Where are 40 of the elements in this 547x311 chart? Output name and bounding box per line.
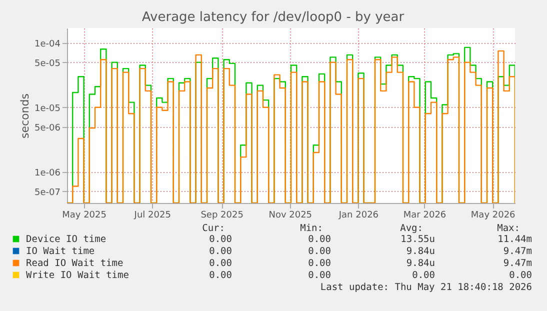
text: 0.00 xyxy=(308,234,332,245)
text: Last update: Thu May 21 18:40:18 2026 xyxy=(320,282,532,293)
text: 13.55u xyxy=(400,234,435,245)
text: 0.00 xyxy=(308,258,332,269)
text: 0.00 xyxy=(209,234,232,245)
text: Min: xyxy=(300,223,323,234)
text: 11.44m xyxy=(498,234,532,245)
text: 0.00 xyxy=(209,258,232,269)
y-tick-label: 1e-06 xyxy=(34,168,61,178)
x-tick-label: Mar 2026 xyxy=(403,210,446,220)
text: 0.00 xyxy=(209,270,232,281)
x-tick-label: Sep 2025 xyxy=(200,210,244,220)
x-tick-label: Jul 2025 xyxy=(133,210,171,220)
text: 0.00 xyxy=(209,246,232,257)
y-tick-label: 5e-06 xyxy=(34,123,61,134)
text: 9.47m xyxy=(503,246,532,257)
y-axis-title: seconds xyxy=(18,93,32,138)
chart-title: Average latency for /dev/loop0 - by year xyxy=(142,10,405,25)
y-tick-label: 1e-04 xyxy=(34,39,61,50)
x-tick-label: May 2026 xyxy=(470,210,516,220)
text: 9.84u xyxy=(406,246,435,257)
x-tick-label: May 2025 xyxy=(62,210,106,220)
text: 0.00 xyxy=(509,270,532,281)
text: Avg: xyxy=(400,223,423,234)
legend-label: Write IO Wait time xyxy=(26,270,130,281)
y-tick-label: 1e-05 xyxy=(34,104,60,114)
legend-label: Device IO time xyxy=(26,234,106,245)
text: 9.47m xyxy=(503,258,532,269)
y-tick-label: 5e-07 xyxy=(34,188,60,198)
text: Max: xyxy=(497,223,520,234)
text: 9.84u xyxy=(406,258,435,269)
legend-label: Read IO Wait time xyxy=(26,258,124,269)
legend-label: IO Wait time xyxy=(26,246,95,257)
text: Cur: xyxy=(202,223,225,234)
text: 0.00 xyxy=(308,246,332,257)
text: 0.00 xyxy=(308,270,332,281)
text: 0.00 xyxy=(412,270,436,281)
x-tick-label: Jan 2026 xyxy=(338,210,379,220)
y-tick-label: 5e-05 xyxy=(34,58,60,69)
x-tick-label: Nov 2025 xyxy=(268,210,312,220)
